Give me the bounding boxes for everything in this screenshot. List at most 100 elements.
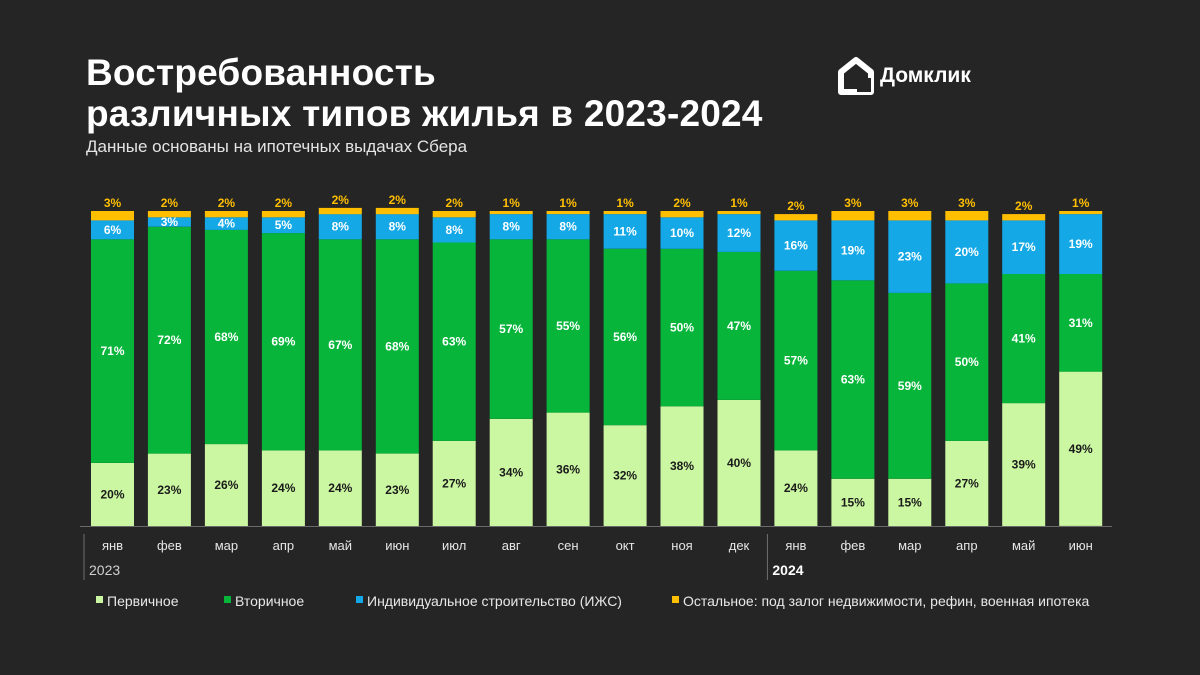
data-label-1-1: 72% bbox=[157, 333, 181, 347]
year-label-1: 2024 bbox=[772, 562, 803, 578]
data-label-3-17: 1% bbox=[1072, 196, 1090, 210]
legend-label-2: Индивидуальное строительство (ИЖС) bbox=[367, 593, 622, 609]
bar-segment-1-14 bbox=[888, 292, 932, 479]
data-label-2-4: 8% bbox=[332, 220, 350, 234]
bar-segment-0-0 bbox=[91, 463, 134, 526]
x-tick-label-12: янв bbox=[785, 538, 806, 553]
data-label-2-3: 5% bbox=[275, 218, 293, 232]
data-label-1-13: 63% bbox=[841, 373, 865, 387]
x-tick-label-15: апр bbox=[956, 538, 978, 553]
bar-segment-3-4 bbox=[318, 207, 362, 215]
data-label-3-12: 2% bbox=[787, 199, 805, 213]
data-label-3-7: 1% bbox=[503, 196, 521, 210]
data-label-1-8: 55% bbox=[556, 319, 580, 333]
x-tick-label-10: ноя bbox=[671, 538, 692, 553]
data-label-1-9: 56% bbox=[613, 330, 637, 344]
bar-segment-0-3 bbox=[261, 450, 305, 526]
bar-segment-0-9 bbox=[603, 425, 647, 526]
domclick-house-icon bbox=[838, 57, 874, 95]
data-label-1-3: 69% bbox=[271, 335, 295, 349]
bar-segment-2-17 bbox=[1059, 214, 1103, 274]
bar-segment-3-12 bbox=[774, 214, 818, 221]
data-label-1-4: 67% bbox=[328, 338, 352, 352]
data-label-0-1: 23% bbox=[157, 483, 181, 497]
data-label-2-0: 6% bbox=[104, 223, 122, 237]
bar-segment-0-6 bbox=[432, 440, 476, 526]
bar-segment-1-7 bbox=[489, 239, 533, 419]
data-label-1-10: 50% bbox=[670, 321, 694, 335]
brand-logo: Домклик bbox=[838, 56, 971, 96]
bar-segment-2-0 bbox=[91, 220, 134, 240]
data-label-2-15: 20% bbox=[955, 245, 979, 259]
bar-segment-3-13 bbox=[831, 211, 875, 221]
bar-segment-0-7 bbox=[489, 418, 533, 526]
data-label-2-9: 11% bbox=[613, 225, 637, 239]
data-label-2-7: 8% bbox=[503, 220, 521, 234]
bar-segment-3-10 bbox=[660, 211, 704, 218]
data-label-3-6: 2% bbox=[446, 196, 464, 210]
x-tick-label-14: мар bbox=[898, 538, 921, 553]
bar-segment-3-3 bbox=[261, 211, 305, 218]
data-label-3-9: 1% bbox=[616, 196, 634, 210]
brand-name: Домклик bbox=[880, 64, 971, 87]
legend-swatch-3 bbox=[672, 596, 679, 603]
bar-segment-2-14 bbox=[888, 220, 932, 293]
data-label-0-17: 49% bbox=[1069, 442, 1093, 456]
data-label-3-10: 2% bbox=[673, 196, 691, 210]
bar-segment-1-3 bbox=[261, 233, 305, 451]
bar-segment-0-1 bbox=[147, 453, 191, 527]
bar-segment-2-4 bbox=[318, 214, 362, 240]
bar-segment-2-5 bbox=[375, 214, 419, 240]
x-tick-label-8: сен bbox=[558, 538, 579, 553]
bar-segment-0-15 bbox=[945, 440, 989, 526]
chart-title: Востребованность различных типов жилья в… bbox=[86, 52, 763, 134]
data-label-2-17: 19% bbox=[1069, 237, 1093, 251]
bar-segment-0-13 bbox=[831, 478, 875, 527]
data-label-3-2: 2% bbox=[218, 196, 236, 210]
data-label-2-6: 8% bbox=[446, 223, 464, 237]
data-label-3-15: 3% bbox=[958, 196, 976, 210]
bar-segment-0-12 bbox=[774, 450, 818, 526]
data-label-0-12: 24% bbox=[784, 481, 808, 495]
bar-segment-1-4 bbox=[318, 239, 362, 451]
legend-label-0: Первичное bbox=[107, 593, 179, 609]
bar-segment-0-11 bbox=[717, 400, 761, 526]
data-label-3-8: 1% bbox=[559, 196, 577, 210]
bar-segment-2-3 bbox=[261, 217, 305, 234]
bar-segment-3-6 bbox=[432, 211, 476, 218]
x-tick-label-7: авг bbox=[502, 538, 521, 553]
data-label-2-16: 17% bbox=[1012, 240, 1036, 254]
bar-segment-1-10 bbox=[660, 248, 704, 407]
data-label-2-5: 8% bbox=[389, 220, 407, 234]
data-label-3-3: 2% bbox=[275, 196, 293, 210]
bar-segment-1-9 bbox=[603, 248, 647, 426]
bar-segment-3-2 bbox=[204, 211, 248, 218]
data-label-0-16: 39% bbox=[1012, 458, 1036, 472]
bar-segment-1-12 bbox=[774, 270, 818, 451]
x-tick-label-0: янв bbox=[102, 538, 123, 553]
data-label-3-0: 3% bbox=[104, 196, 122, 210]
data-label-1-5: 68% bbox=[385, 339, 409, 353]
data-label-3-4: 2% bbox=[332, 193, 350, 207]
data-label-0-8: 36% bbox=[556, 462, 580, 476]
bar-segment-3-9 bbox=[603, 211, 647, 215]
bar-segment-0-2 bbox=[204, 444, 248, 526]
bar-segment-1-15 bbox=[945, 283, 989, 441]
bar-segment-3-8 bbox=[546, 211, 590, 215]
title-line-2: различных типов жилья в 2023-2024 bbox=[86, 93, 763, 134]
bar-segment-1-5 bbox=[375, 239, 419, 454]
data-label-2-13: 19% bbox=[841, 243, 865, 257]
chart-subtitle: Данные основаны на ипотечных выдачах Сбе… bbox=[86, 137, 468, 156]
data-label-2-1: 3% bbox=[161, 215, 179, 229]
x-tick-label-9: окт bbox=[616, 538, 635, 553]
x-tick-label-13: фев bbox=[840, 538, 865, 553]
data-label-0-15: 27% bbox=[955, 477, 979, 491]
data-label-0-10: 38% bbox=[670, 459, 694, 473]
x-tick-label-5: июн bbox=[385, 538, 409, 553]
data-label-0-14: 15% bbox=[898, 495, 922, 509]
bar-segment-1-2 bbox=[204, 229, 248, 445]
data-label-0-11: 40% bbox=[727, 456, 751, 470]
legend-swatch-1 bbox=[224, 596, 231, 603]
data-label-0-3: 24% bbox=[271, 481, 295, 495]
